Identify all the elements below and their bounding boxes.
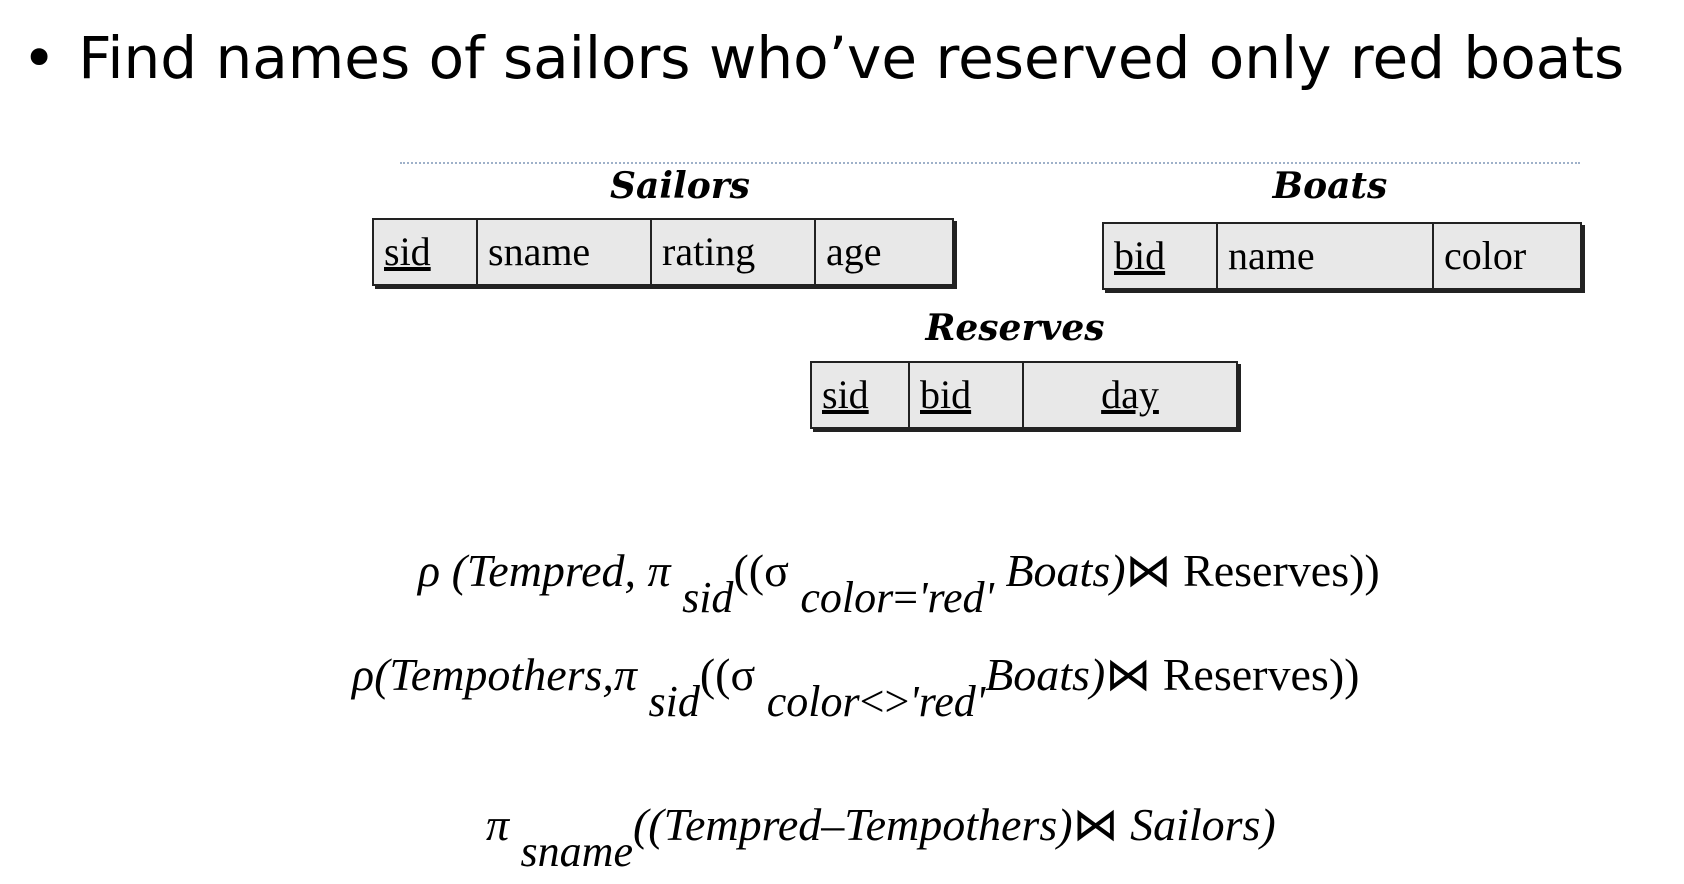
join-icon: ⋈: [1072, 799, 1119, 850]
pi-symbol: π: [613, 649, 637, 700]
expr3-minus: –: [821, 799, 845, 850]
join-icon: ⋈: [1105, 649, 1152, 700]
expr2-rel2: Reserves: [1151, 649, 1329, 700]
expr2-sigma-subscript: color<>'red': [767, 680, 985, 724]
expr2-pi-subscript: sid: [648, 677, 700, 726]
boats-field-color: color: [1444, 233, 1527, 278]
expr2-open: (Tempothers,: [374, 649, 614, 700]
pi-symbol: π: [486, 799, 510, 850]
expression-tempothers: ρ(Tempothers,π sid((σ color<>'red'Boats)…: [352, 649, 1360, 724]
reserves-field-sid: sid: [812, 363, 910, 427]
expr2-close: )): [1328, 649, 1360, 700]
expression-tempred: ρ (Tempred, π sid((σ color='red' Boats)⋈…: [418, 545, 1380, 620]
expr2-mid: ((σ: [699, 649, 756, 700]
bullet-dot: •: [22, 24, 57, 92]
reserves-schema: sid bid day: [810, 361, 1238, 429]
reserves-field-bid: bid: [910, 363, 1024, 427]
expr2-sigma-attr: color: [766, 677, 860, 726]
expr2-neq: <>: [859, 677, 910, 726]
question-text: Find names of sailors who’ve reserved on…: [78, 24, 1625, 92]
expr1-sigma-attr: color: [800, 573, 894, 622]
expr1-rel2: Reserves: [1171, 545, 1350, 596]
boats-field-bid: bid: [1104, 224, 1218, 288]
boats-schema: bid name color: [1102, 222, 1582, 290]
reserves-title: Reserves: [925, 307, 1105, 349]
expr1-val: 'red': [918, 573, 994, 622]
expr1-pi-subscript: sid: [682, 573, 734, 622]
expr2-rel: Boats): [985, 649, 1106, 700]
expr3-rel: Sailors): [1118, 799, 1276, 850]
expr3-pi-subscript: sname: [520, 827, 633, 876]
rho-symbol: ρ: [352, 649, 375, 700]
sailors-title: Sailors: [610, 165, 750, 207]
expr1-mid: ((σ: [733, 545, 789, 596]
join-icon: ⋈: [1125, 545, 1172, 596]
sailors-field-rating: rating: [652, 220, 816, 284]
sailors-field-age: age: [826, 229, 882, 274]
expr1-rel: Boats): [993, 545, 1126, 596]
expr1-open: (Tempred,: [451, 545, 648, 596]
sailors-field-sname: sname: [478, 220, 652, 284]
boats-field-name: name: [1218, 224, 1434, 288]
expression-result: π sname((Tempred–Tempothers)⋈ Sailors): [486, 799, 1276, 874]
boats-title: Boats: [1272, 165, 1388, 207]
expr3-mid: Tempothers): [844, 799, 1073, 850]
sailors-field-sid: sid: [374, 220, 478, 284]
expr3-open: ((Tempred: [632, 799, 822, 850]
reserves-field-day: day: [1101, 372, 1159, 417]
rho-symbol: ρ: [418, 545, 441, 596]
dotted-divider: [400, 162, 1580, 164]
expr1-close: )): [1349, 545, 1380, 596]
pi-symbol: π: [647, 545, 671, 596]
question-bullet: • Find names of sailors who’ve reserved o…: [22, 18, 1624, 98]
expr2-val: 'red': [909, 677, 986, 726]
sailors-schema: sid sname rating age: [372, 218, 954, 286]
expr1-sigma-subscript: color='red': [800, 576, 994, 620]
expr1-eq: =: [893, 573, 919, 622]
